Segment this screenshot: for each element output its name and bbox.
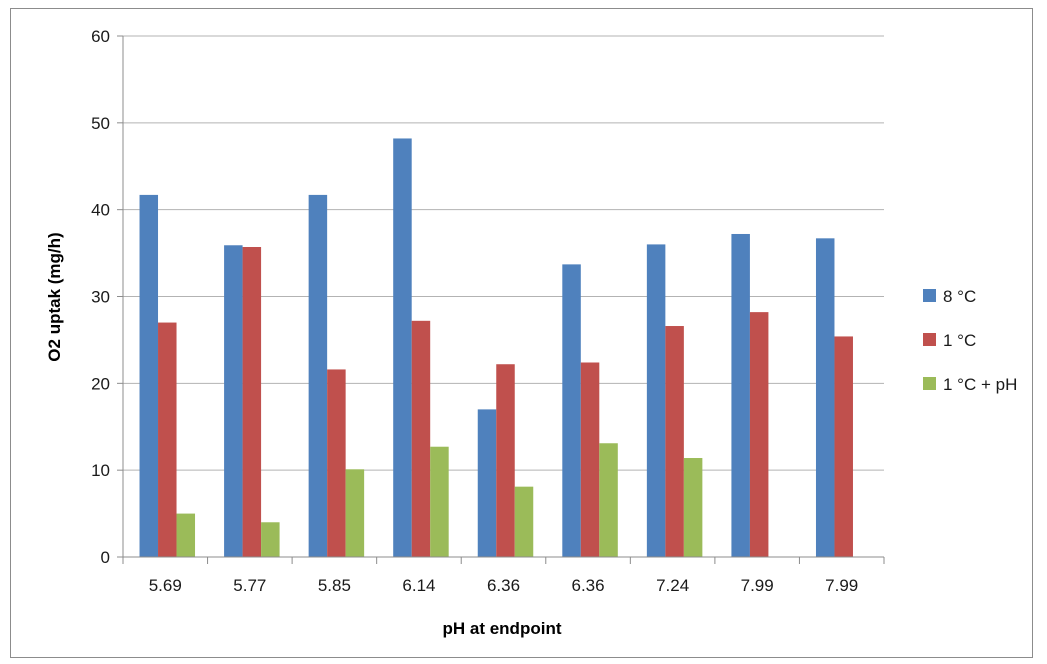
x-tick-label: 5.77 [233, 576, 266, 595]
y-tick-label: 30 [91, 288, 110, 307]
y-tick-label: 60 [91, 27, 110, 46]
bars [139, 138, 853, 558]
bar [665, 326, 684, 557]
x-tick-label: 7.24 [656, 576, 689, 595]
x-tick-label: 6.36 [487, 576, 520, 595]
x-tick-label: 7.99 [741, 576, 774, 595]
x-tick-label: 6.14 [402, 576, 435, 595]
bar [411, 320, 431, 557]
bar [139, 194, 159, 557]
bar [514, 486, 534, 557]
bar [580, 362, 600, 557]
legend-label: 1 °C + pH [943, 375, 1017, 394]
legend-swatch [923, 289, 936, 302]
bar [683, 458, 703, 557]
bar [242, 247, 262, 557]
legend-swatch [923, 333, 936, 346]
x-tick-label: 5.85 [318, 576, 351, 595]
bar [345, 469, 365, 557]
bar [646, 244, 666, 557]
bar [562, 264, 581, 557]
y-tick-label: 10 [91, 461, 110, 480]
bar [176, 513, 196, 557]
legend: 8 °C 1 °C 1 °C + pH [923, 287, 1017, 394]
bar [599, 443, 618, 557]
axes: 0 10 20 30 40 50 60 5.69 5.77 5.85 6.14 6.36 6.36 7.2… [91, 27, 885, 595]
bar [749, 312, 769, 557]
bar [430, 446, 449, 557]
legend-swatch [923, 377, 936, 390]
bar [393, 138, 412, 558]
y-tick-label: 40 [91, 201, 110, 220]
bar [327, 369, 346, 557]
legend-label: 8 °C [943, 287, 976, 306]
x-tick-label: 7.99 [825, 576, 858, 595]
bar [224, 245, 243, 558]
bar [477, 409, 497, 557]
bar [496, 364, 515, 557]
bar [308, 194, 328, 557]
x-axis-title: pH at endpoint [443, 619, 562, 638]
y-axis-title: O2 uptak (mg/h) [45, 232, 64, 361]
x-tick-label: 6.36 [572, 576, 605, 595]
y-tick-label: 0 [101, 548, 110, 567]
y-tick-label: 20 [91, 374, 110, 393]
bar [731, 233, 750, 558]
bar [261, 522, 280, 557]
y-tick-label: 50 [91, 114, 110, 133]
bar [158, 322, 177, 557]
x-tick-label: 5.69 [149, 576, 182, 595]
bar [815, 238, 835, 558]
legend-label: 1 °C [943, 331, 976, 350]
bar [834, 336, 853, 557]
